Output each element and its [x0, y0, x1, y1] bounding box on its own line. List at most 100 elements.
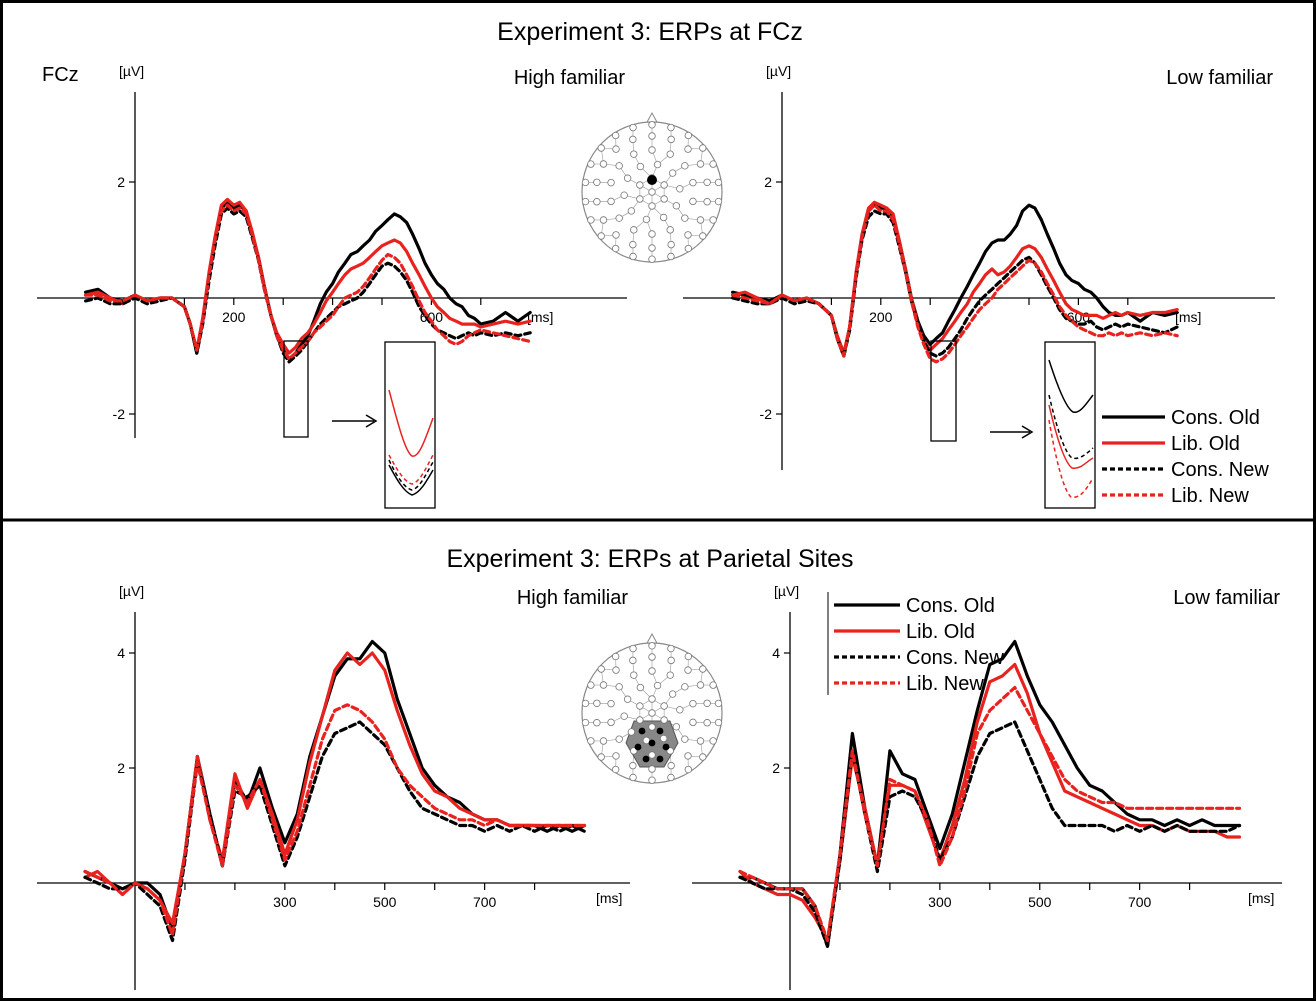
electrode [699, 665, 707, 673]
electrode-parietal [662, 743, 670, 751]
electrode [636, 683, 645, 692]
y-axis-label: [µV] [119, 583, 144, 599]
electrode [611, 131, 620, 140]
electrode [607, 718, 615, 727]
series-lib-old [84, 197, 532, 355]
inset-low-lib-old [1048, 404, 1094, 470]
electrode [714, 718, 723, 727]
electrode [653, 160, 662, 169]
electrode [587, 681, 595, 689]
electrode [607, 699, 615, 708]
top-panel-title: Experiment 3: ERPs at FCz [497, 18, 803, 46]
y-tick-label: 2 [117, 174, 125, 190]
electrode [667, 773, 675, 782]
inset-high-cons-new [388, 459, 434, 491]
chart-parietal-high: 300 500 700 2 4 [µV] [ms] High familiar [37, 583, 630, 990]
y-tick-label: -2 [760, 406, 773, 422]
zoom-window-high [283, 340, 309, 438]
x-tick-label: 200 [222, 309, 246, 325]
electrode [648, 776, 656, 784]
x-tick-label: 300 [928, 894, 952, 910]
electrode [636, 195, 644, 203]
electrode [681, 214, 689, 222]
electrode [648, 230, 656, 238]
electrode [699, 753, 707, 761]
electrode-parietal [648, 739, 656, 747]
electrode [659, 213, 668, 222]
site-label: FCz [42, 64, 79, 86]
electrode [666, 671, 674, 679]
electrode [642, 215, 651, 224]
electrode [593, 178, 601, 186]
electrode [597, 232, 605, 240]
electrode [623, 174, 632, 182]
nose [645, 632, 659, 646]
electrode [611, 652, 620, 661]
subtitle: Low familiar [1173, 587, 1280, 609]
x-tick-label: 500 [1028, 894, 1052, 910]
x-tick-label: 300 [273, 894, 297, 910]
electrode [684, 666, 692, 674]
electrode-parietal [638, 727, 646, 735]
electrode [648, 765, 656, 773]
electrode [630, 226, 638, 234]
electrode [599, 160, 608, 168]
electrode [667, 240, 675, 249]
electrode [676, 185, 684, 193]
electrode [636, 162, 645, 171]
electrode [689, 699, 697, 708]
electrode [666, 150, 674, 158]
series-lib-new [83, 703, 587, 937]
series-lib-new [84, 203, 532, 361]
electrode [660, 702, 668, 710]
inset-high-cons-old [388, 464, 434, 496]
y-axis-label: [µV] [774, 583, 799, 599]
x-tick-label: 500 [373, 894, 397, 910]
x-tick-label: 700 [1128, 894, 1152, 910]
electrode [587, 216, 595, 224]
electrode [667, 252, 675, 261]
electrode-map-icon [581, 632, 723, 784]
x-axis-label: [ms] [1248, 890, 1274, 906]
electrode [612, 752, 620, 760]
electrode [629, 240, 637, 249]
electrode [709, 737, 717, 745]
chart-parietal-low: 300 500 700 2 4 [µV] [ms] Low familiar [692, 583, 1282, 990]
electrode [581, 699, 590, 708]
electrode [648, 132, 656, 140]
y-tick-label: 4 [117, 645, 125, 661]
zoom-window-low [930, 340, 957, 442]
electrode [672, 202, 681, 210]
electrode [653, 681, 662, 690]
electrode [648, 244, 656, 252]
electrode [636, 702, 644, 710]
electrode [629, 135, 637, 144]
subtitle: Low familiar [1166, 67, 1273, 89]
electrode [636, 181, 644, 189]
x-axis-label: [ms] [1175, 309, 1201, 325]
x-tick-label: 700 [473, 894, 497, 910]
series-cons-new [738, 720, 1242, 948]
electrode-parietal [634, 743, 642, 751]
y-axis-label: [µV] [119, 63, 144, 79]
electrode [599, 737, 608, 745]
electrode [666, 226, 674, 234]
electrode [648, 188, 656, 196]
inset-low-lib-new [1048, 419, 1094, 498]
electrode [599, 216, 608, 224]
series-cons-new [84, 206, 532, 364]
x-axis-label: [ms] [596, 890, 622, 906]
electrode [648, 751, 656, 759]
series-cons-new [83, 720, 587, 943]
electrode [684, 231, 692, 239]
legend-label-lib-new: Lib. New [1171, 485, 1249, 507]
inset-high-lib-old [388, 389, 434, 457]
electrode [684, 131, 693, 140]
electrode [620, 712, 628, 720]
subtitle: High familiar [517, 587, 628, 609]
electrode [714, 699, 723, 708]
electrode [699, 144, 707, 152]
electrode [597, 144, 605, 152]
electrode [611, 244, 620, 253]
electrode [689, 197, 697, 206]
